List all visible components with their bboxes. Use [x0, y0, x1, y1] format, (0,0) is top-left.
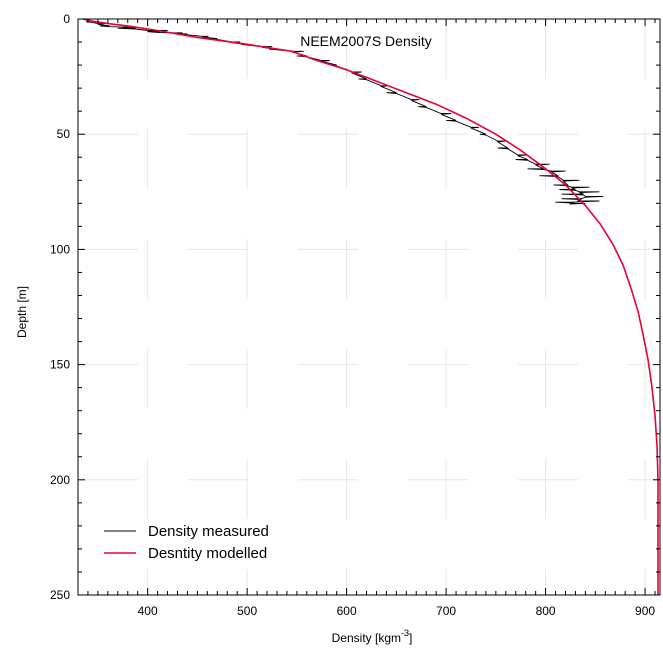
- x-tick-label: 400: [138, 604, 158, 618]
- y-tick-label: 0: [63, 12, 70, 26]
- y-axis-label: Depth [m]: [15, 286, 29, 338]
- plot-frame: [77, 18, 661, 596]
- x-tick-label: 600: [337, 604, 357, 618]
- legend-label-measured: Density measured: [148, 523, 269, 540]
- x-axis-label: Density [kgm-3]: [332, 628, 413, 645]
- series-layer: [82, 18, 659, 595]
- legend: Density measured Desntity modelled: [104, 523, 269, 562]
- x-tick-label: 500: [237, 604, 257, 618]
- y-tick-label: 200: [50, 473, 70, 487]
- legend-label-modelled: Desntity modelled: [148, 545, 267, 562]
- tick-labels: 400 500 600 700 800 900 0 50 100 150 200 250: [50, 12, 655, 618]
- series-density-modelled: [82, 18, 659, 595]
- y-tick-label: 250: [50, 588, 70, 602]
- y-tick-label: 100: [50, 242, 70, 256]
- x-tick-label: 900: [635, 604, 655, 618]
- chart-title: NEEM2007S Density: [300, 33, 432, 49]
- y-tick-label: 150: [50, 358, 70, 372]
- tick-marks: [77, 18, 660, 596]
- x-tick-label: 700: [436, 604, 456, 618]
- grid-lines: [78, 18, 660, 596]
- x-tick-label: 800: [536, 604, 556, 618]
- y-tick-label: 50: [57, 127, 71, 141]
